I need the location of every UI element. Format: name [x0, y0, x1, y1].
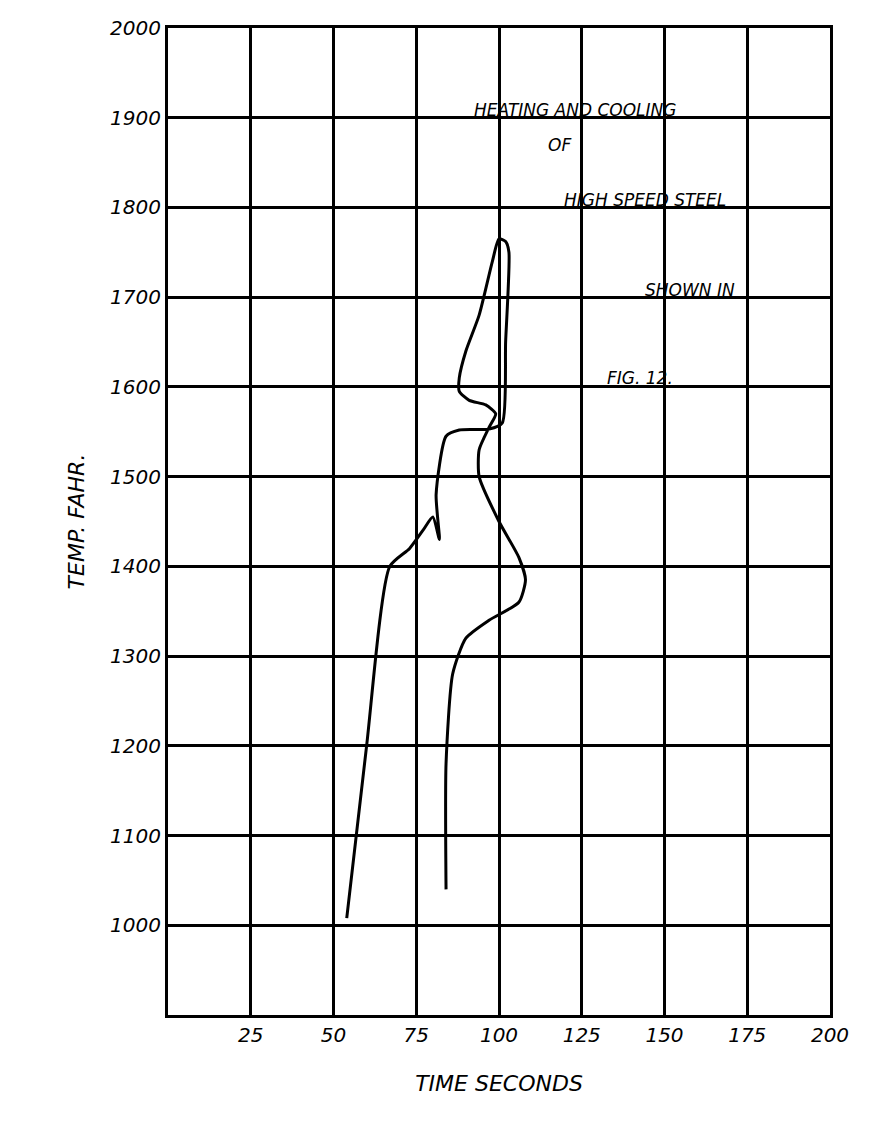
svg-text:100: 100	[480, 1023, 518, 1047]
svg-text:1000: 1000	[110, 913, 161, 937]
svg-text:1300: 1300	[110, 644, 161, 668]
svg-text:1600: 1600	[110, 375, 161, 399]
svg-text:1700: 1700	[110, 285, 161, 309]
svg-text:TIME SECONDS: TIME SECONDS	[415, 1071, 583, 1096]
svg-text:50: 50	[321, 1023, 346, 1047]
svg-text:150: 150	[645, 1023, 683, 1047]
svg-text:FIG. 12.: FIG. 12.	[607, 368, 673, 388]
svg-text:1200: 1200	[110, 734, 161, 758]
svg-text:1100: 1100	[110, 824, 161, 848]
svg-text:1900: 1900	[110, 106, 161, 130]
svg-text:SHOWN IN: SHOWN IN	[645, 280, 735, 300]
svg-text:HEATING AND COOLING: HEATING AND COOLING	[474, 100, 676, 120]
svg-text:200: 200	[811, 1023, 849, 1047]
svg-text:HIGH SPEED STEEL: HIGH SPEED STEEL	[564, 190, 726, 210]
svg-text:2000: 2000	[110, 16, 161, 40]
svg-text:175: 175	[728, 1023, 766, 1047]
svg-text:OF: OF	[548, 135, 571, 155]
svg-text:75: 75	[404, 1023, 429, 1047]
svg-text:TEMP. FAHR.: TEMP. FAHR.	[64, 454, 89, 590]
svg-text:125: 125	[563, 1023, 601, 1047]
svg-text:1500: 1500	[110, 465, 161, 489]
svg-text:25: 25	[238, 1023, 263, 1047]
svg-text:1400: 1400	[110, 554, 161, 578]
svg-text:1800: 1800	[110, 195, 161, 219]
